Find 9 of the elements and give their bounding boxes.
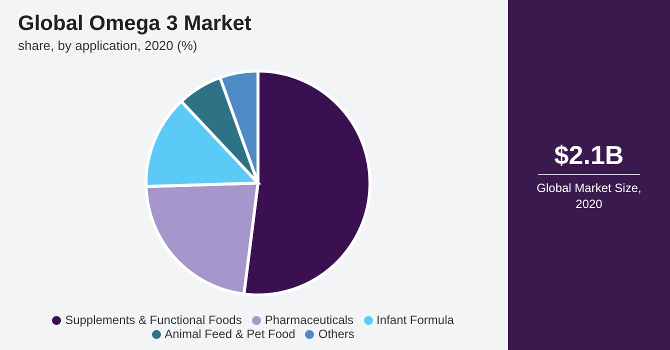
chart-subtitle: share, by application, 2020 (%) <box>18 38 198 53</box>
legend-label: Pharmaceuticals <box>264 313 354 327</box>
legend-label: Supplements & Functional Foods <box>65 313 242 327</box>
legend-label: Infant Formula <box>376 313 454 327</box>
text: Global Market Size, 2020 <box>536 180 642 212</box>
text: $2.1B <box>553 140 625 171</box>
legend-label: Animal Feed & Pet Food <box>164 327 296 341</box>
chart-title: Global Omega 3 Market <box>18 12 252 36</box>
legend-label: Others <box>318 327 354 341</box>
